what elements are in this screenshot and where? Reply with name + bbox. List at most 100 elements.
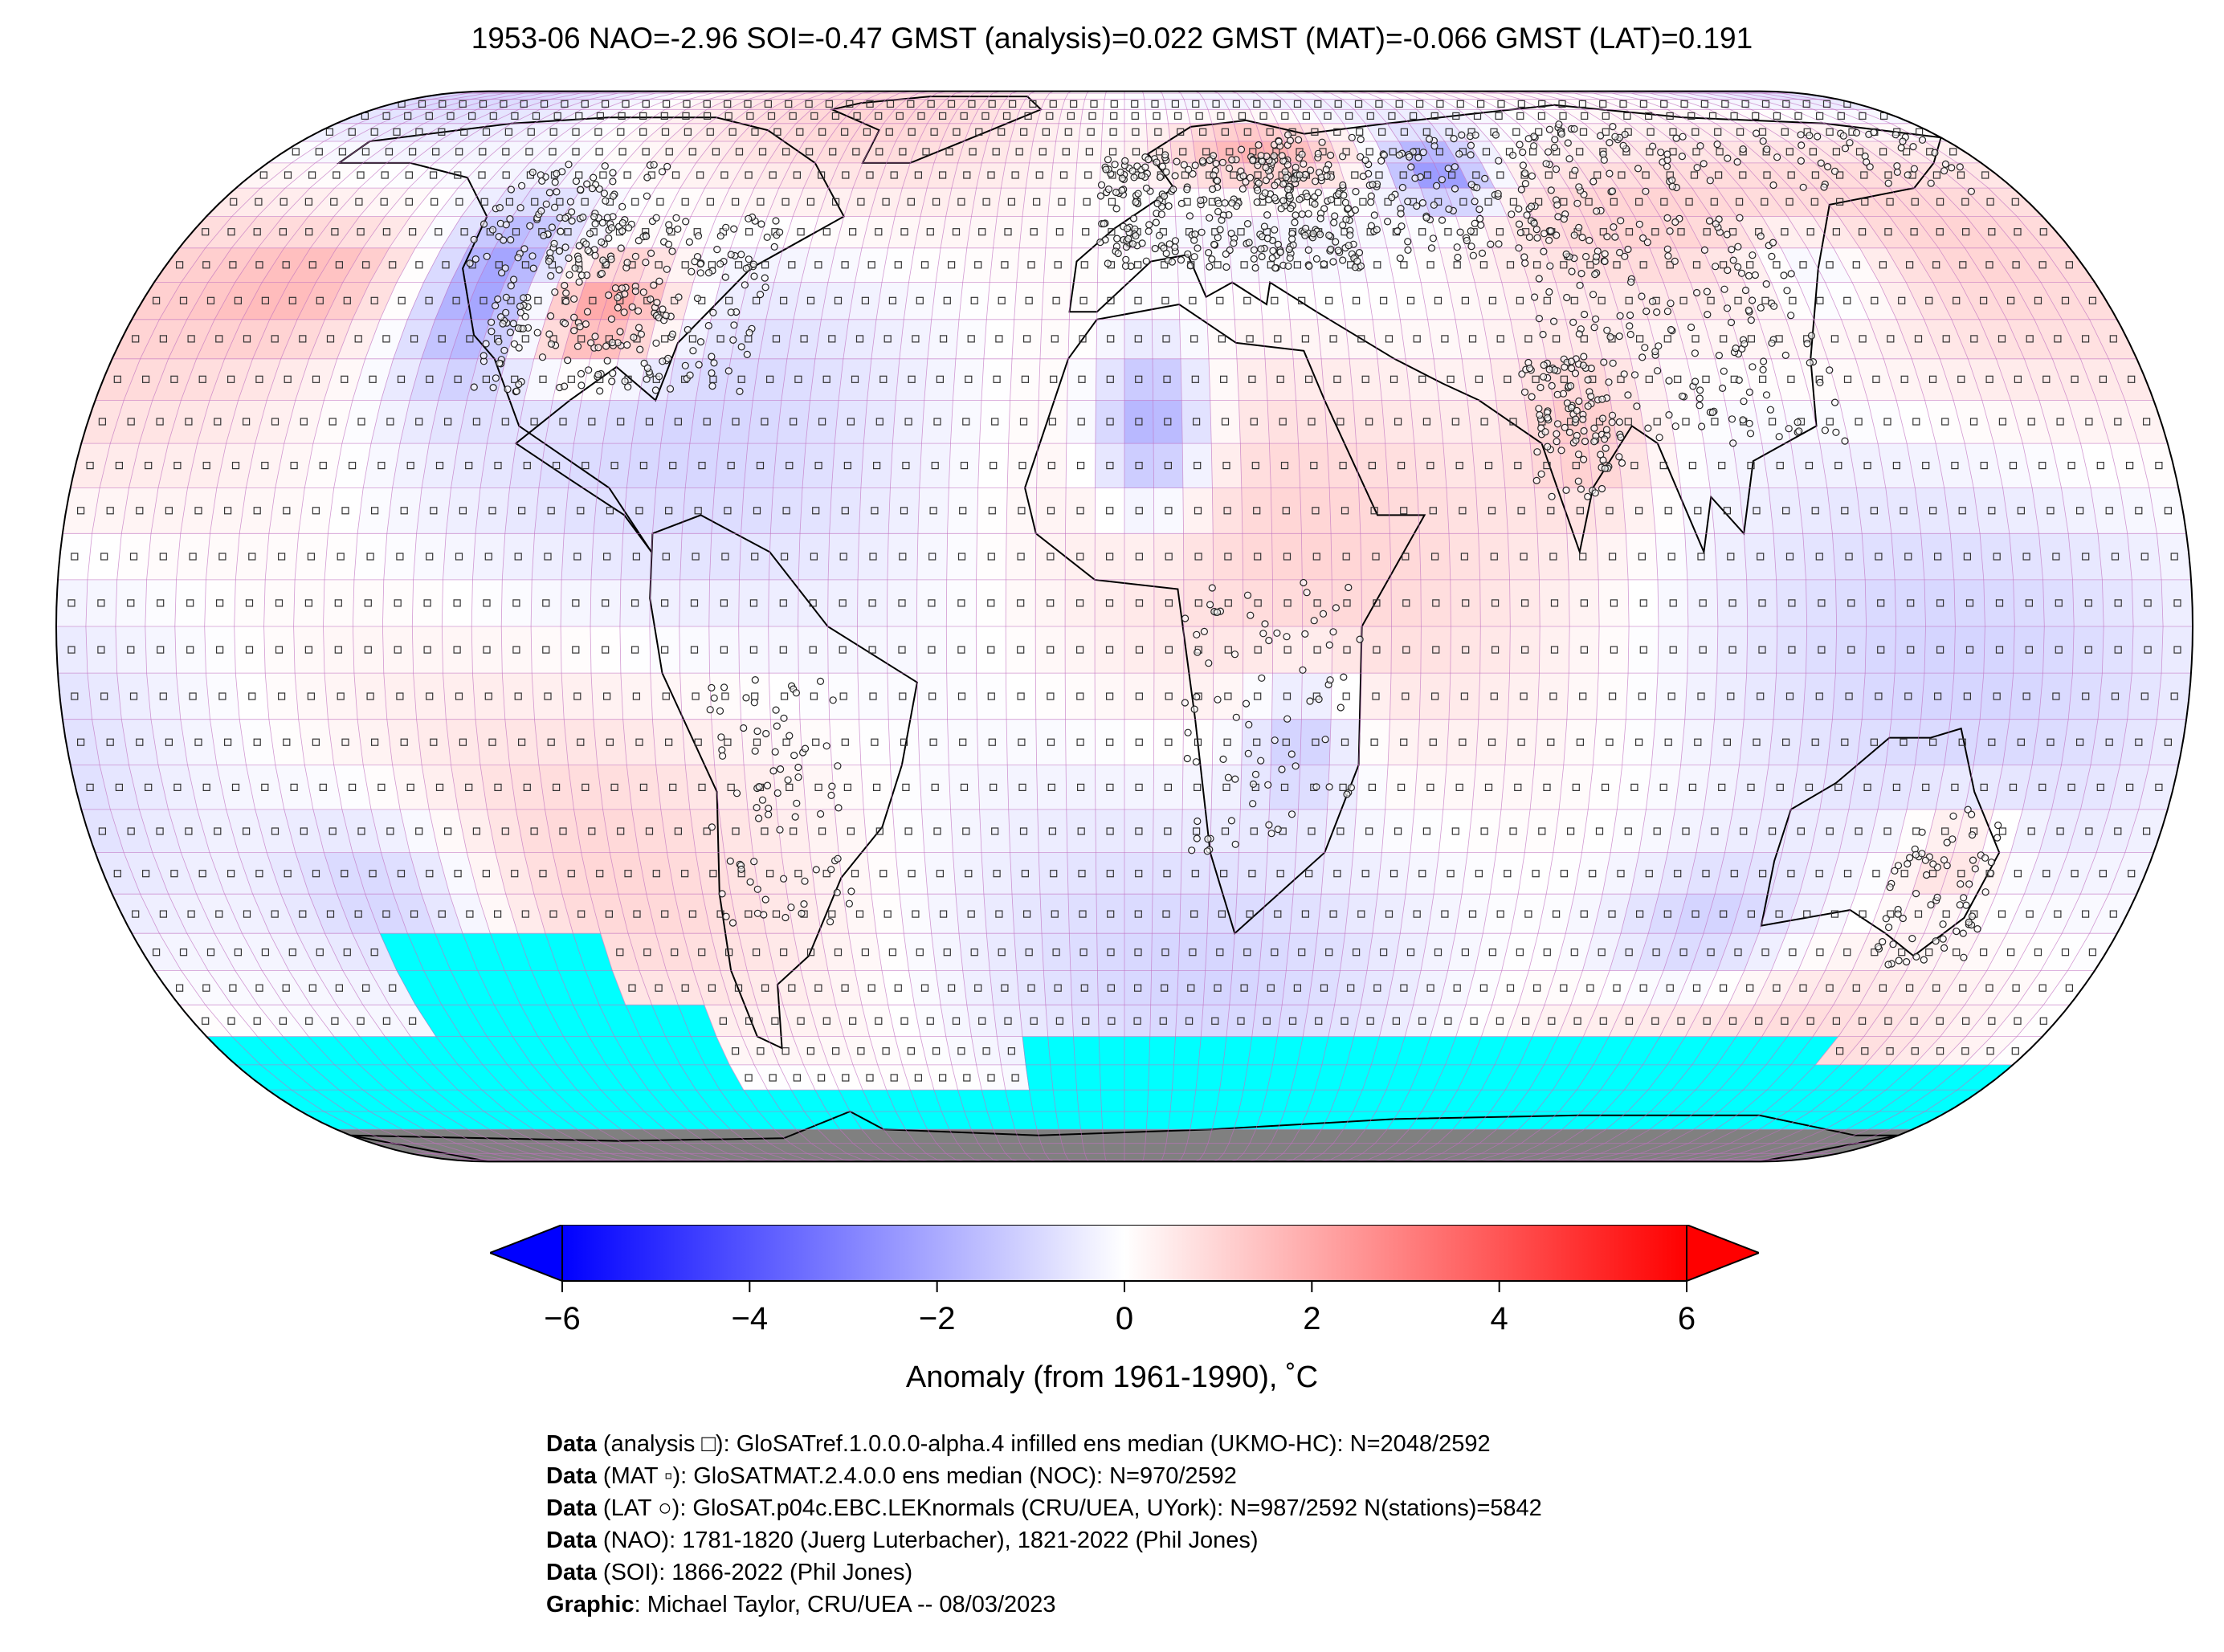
grid-cell [2013,626,2045,674]
grid-cell [597,443,633,488]
grid-cell [445,487,481,534]
grid-cell [1500,443,1535,488]
grid-cell [116,532,152,581]
grid-cell [904,282,937,320]
grid-cell [946,672,977,720]
grid-cell [1179,893,1210,934]
grid-cell [1316,319,1350,360]
grid-cell [649,626,680,674]
grid-cell [1979,672,2014,720]
grid-cell [958,282,990,320]
grid-cell [948,765,980,810]
station-marker [742,264,750,272]
grid-cell [857,626,888,674]
grid-cell [1349,358,1382,401]
grid-cell [1153,626,1185,674]
grid-cell [2038,532,2073,581]
grid-cell [1001,1064,1030,1091]
grid-cell [1078,1111,1104,1130]
grid-cell [383,672,417,720]
grid-cell [1894,626,1926,674]
grid-cell [904,932,937,971]
station-marker [1304,210,1312,218]
station-marker [470,383,478,391]
grid-cell [810,358,844,401]
grid-cell [1627,626,1659,674]
grid-cell [1563,719,1597,765]
grid-cell [863,400,896,444]
grid-cell [857,579,888,627]
grid-cell [1043,247,1072,283]
grid-cell [85,626,118,674]
grid-cell [1508,532,1540,581]
station-marker [1177,199,1185,207]
station-marker [492,374,500,382]
station-marker [570,313,578,321]
grid-cell [1236,852,1268,895]
grid-cell [264,672,299,720]
grid-cell [966,1004,998,1037]
grid-cell [1045,216,1074,249]
grid-cell [1739,719,1774,765]
grid-cell [1124,92,1145,100]
grid-cell [146,672,182,720]
station-marker [682,218,690,226]
grid-cell [1084,92,1107,100]
grid-cell [1983,579,2015,627]
grid-cell [353,579,385,627]
grid-cell [946,532,977,581]
grid-cell [174,579,206,627]
grid-cell [899,319,932,360]
grid-cell [1566,672,1599,720]
station-marker [570,327,578,335]
grid-cell [530,626,562,674]
grid-cell [1073,187,1100,217]
grid-cell [1385,443,1418,488]
station-marker [668,247,676,255]
station-marker [647,249,655,257]
grid-cell [981,852,1013,895]
grid-cell [1709,487,1745,534]
station-marker [562,297,570,305]
grid-cell [1067,358,1097,401]
grid-cell [2161,626,2193,674]
grid-cell [831,443,864,488]
grid-cell [741,487,773,534]
station-marker [561,281,569,290]
station-marker [614,294,622,302]
grid-cell [2131,626,2164,674]
station-marker [569,295,578,303]
station-marker [1194,244,1202,252]
grid-cell [1124,1143,1146,1154]
grid-cell [948,443,980,488]
grid-cell [1281,970,1314,1005]
grid-cell [1080,1128,1104,1144]
station-marker [1161,151,1169,159]
grid-cell [1124,1064,1150,1091]
grid-cell [1005,579,1036,627]
grid-cell [504,487,540,534]
station-marker [621,377,629,385]
grid-cell [1011,319,1043,360]
grid-cell [1864,626,1896,674]
grid-cell [962,247,994,283]
grid-cell [472,532,506,581]
grid-cell [1405,852,1439,895]
grid-cell [1073,1036,1100,1066]
station-marker [1121,157,1129,165]
grid-cell [1075,162,1101,189]
grid-cell [1316,893,1350,934]
station-marker [516,302,524,310]
grid-cell [1438,400,1473,444]
grid-cell [650,532,683,581]
grid-cell [738,626,769,674]
grid-cell [1006,765,1039,810]
station-marker [1214,234,1222,242]
grid-cell [1239,809,1270,853]
grid-cell [204,579,236,627]
station-marker [607,224,616,232]
grid-cell [1145,123,1171,142]
grid-cell [1150,970,1179,1005]
grid-cell [619,579,651,627]
grid-cell [1312,282,1345,320]
